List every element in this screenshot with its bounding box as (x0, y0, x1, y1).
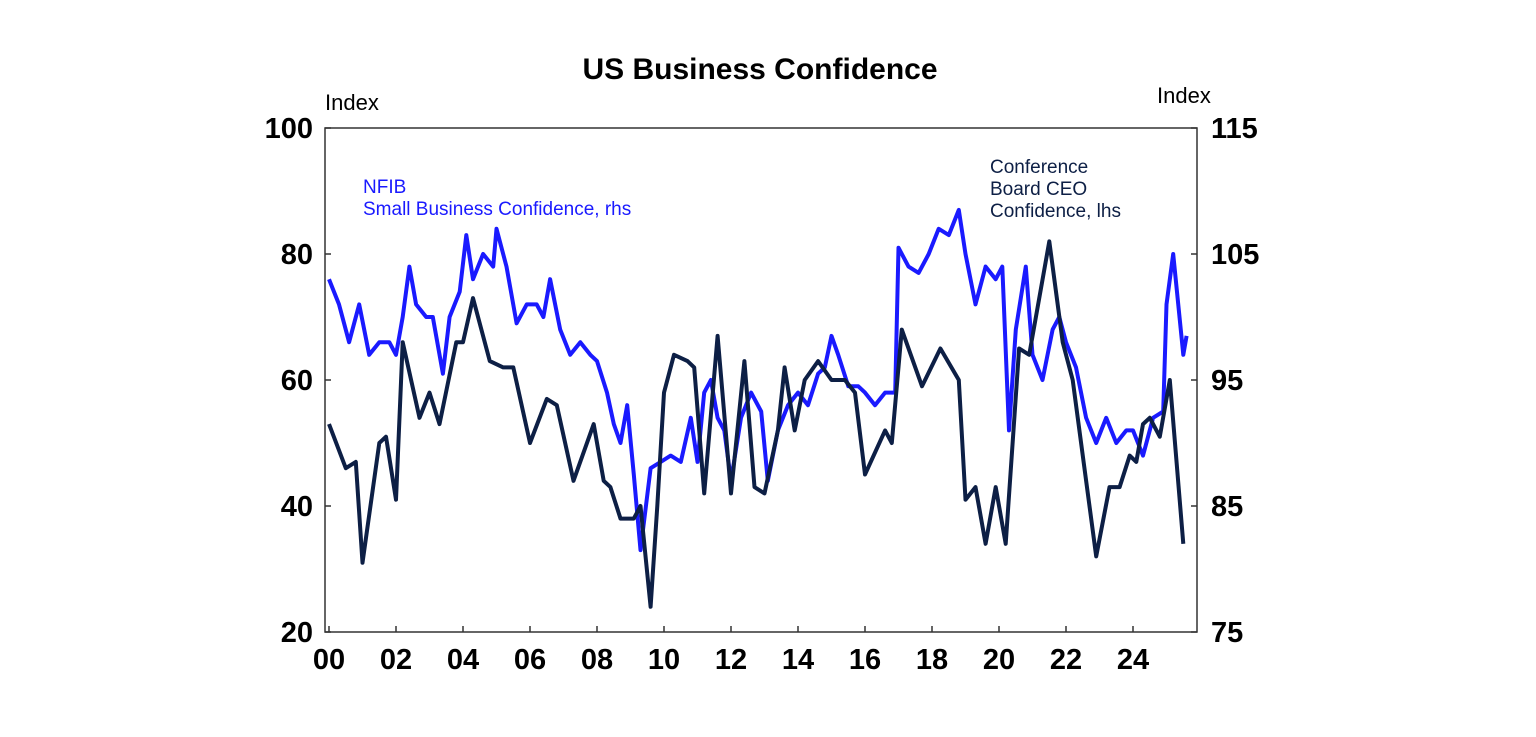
right-tick-label: 115 (1211, 113, 1258, 145)
x-tick-label: 12 (715, 644, 747, 676)
series-label: Conference Board CEO Confidence, lhs (990, 157, 1121, 222)
left-tick-label: 100 (265, 113, 313, 145)
x-tick-label: 04 (447, 644, 479, 676)
series-label-line: Board CEO (990, 179, 1087, 200)
series-label-line: Conference (990, 157, 1088, 178)
x-tick-label: 14 (782, 644, 814, 676)
x-tick-label: 22 (1050, 644, 1082, 676)
series-label-line: Confidence, lhs (990, 201, 1121, 222)
x-tick-label: 08 (581, 644, 613, 676)
series-label-line: NFIB (363, 177, 406, 198)
series-label: NFIB Small Business Confidence, rhs (363, 177, 631, 220)
right-tick-label: 105 (1211, 239, 1259, 271)
left-tick-label: 60 (281, 365, 313, 397)
right-tick-label: 85 (1211, 491, 1243, 523)
series-label-line: Small Business Confidence, rhs (363, 199, 631, 220)
right-tick-label: 75 (1211, 617, 1243, 649)
series-line-nfib (327, 207, 1189, 553)
x-tick-label: 16 (849, 644, 881, 676)
right-tick-label: 95 (1211, 365, 1243, 397)
series-line-ceo-confidence (327, 239, 1186, 609)
x-tick-label: 20 (983, 644, 1015, 676)
x-tick-label: 06 (514, 644, 546, 676)
right-axis-label: Index (1157, 83, 1211, 108)
x-tick-label: 02 (380, 644, 412, 676)
x-tick-label: 10 (648, 644, 680, 676)
x-tick-label: 18 (916, 644, 948, 676)
left-tick-label: 80 (281, 239, 313, 271)
x-tick-label: 24 (1117, 644, 1149, 676)
chart-title: US Business Confidence (582, 53, 937, 86)
left-tick-label: 40 (281, 491, 313, 523)
left-tick-label: 20 (281, 617, 313, 649)
x-tick-label: 00 (313, 644, 345, 676)
left-axis-label: Index (325, 90, 379, 115)
